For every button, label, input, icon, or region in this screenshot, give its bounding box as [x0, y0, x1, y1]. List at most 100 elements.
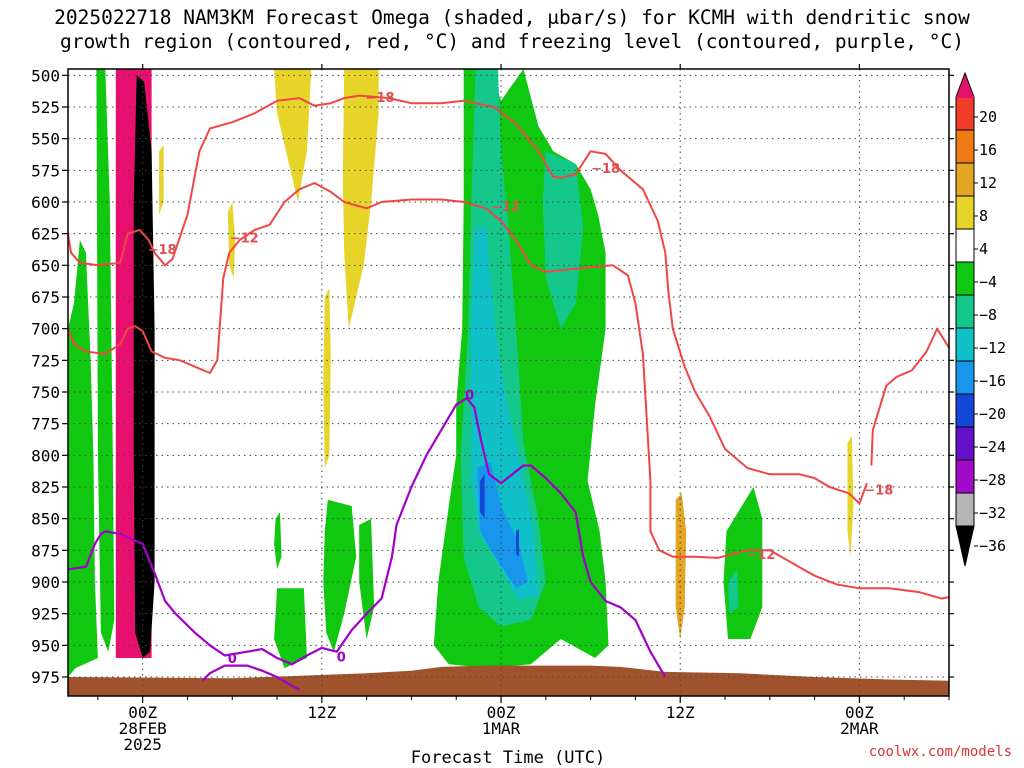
- omega-region-green-blob-4: [323, 499, 357, 652]
- y-tick-label: 800: [31, 446, 60, 465]
- y-tick-label: 875: [31, 541, 60, 560]
- colorbar-box: [955, 228, 975, 263]
- x-tick-label: 28FEB: [119, 719, 167, 738]
- y-tick-label: 750: [31, 383, 60, 402]
- gridlines: [68, 69, 949, 696]
- colorbar-box: [955, 261, 975, 296]
- terrain: [68, 665, 949, 696]
- omega-region-green-narrow-band: [96, 69, 115, 652]
- colorbar: 20 16 12 8 4 −4 −8 −12 −16 −20 −24 −28 −32 −36: [955, 71, 1006, 567]
- colorbar-box: [955, 129, 975, 164]
- y-tick-label: 550: [31, 130, 60, 149]
- credit-link[interactable]: coolwx.com/models: [868, 744, 1012, 760]
- y-tick-label: 525: [31, 98, 60, 117]
- colorbar-box: [955, 492, 975, 527]
- x-tick-label: 00Z: [845, 703, 874, 722]
- contour-labels: −18 −12 −18 −12 −18 −18 −12 0 0 0: [148, 91, 894, 667]
- colorbar-box: [955, 96, 975, 131]
- colorbar-label: −28: [979, 471, 1006, 489]
- contour-freezing-0-main: [68, 397, 667, 678]
- y-axis: 500 525 550 575 600 625 650 675 700 725 750 775 800 8…: [31, 66, 954, 687]
- y-tick-label: 625: [31, 225, 60, 244]
- colorbar-label: −20: [979, 405, 1006, 423]
- omega-region-dark-blue-core-2: [516, 528, 519, 557]
- omega-region-yellow-top-1: [274, 69, 312, 202]
- omega-region-blue-area: [477, 461, 528, 589]
- x-tick-label: 12Z: [307, 703, 336, 722]
- colorbar-box: [955, 459, 975, 494]
- x-axis-label: Forecast Time (UTC): [411, 748, 605, 768]
- chart-title-line2: growth region (contoured, red, °C) and f…: [60, 30, 964, 53]
- y-tick-label: 500: [31, 66, 60, 85]
- omega-region-green-blob-3: [274, 588, 307, 669]
- plot-frame: [67, 68, 950, 697]
- y-tick-label: 950: [31, 636, 60, 655]
- contours: [68, 94, 949, 691]
- x-tick-label: 00Z: [128, 703, 157, 722]
- colorbar-label: −24: [979, 438, 1006, 456]
- colorbar-join: [956, 96, 974, 98]
- colorbar-label: 4: [979, 240, 988, 258]
- contour-label: 0: [465, 389, 474, 404]
- contour-label: −12: [491, 200, 520, 215]
- colorbar-label: −12: [979, 339, 1006, 357]
- y-tick-label: 650: [31, 256, 60, 275]
- contour-label: −12: [746, 548, 775, 563]
- colorbar-label: −32: [979, 504, 1006, 522]
- y-tick-label: 675: [31, 288, 60, 307]
- x-tick-label: 12Z: [666, 703, 695, 722]
- terrain-surface: [68, 665, 949, 696]
- y-tick-label: 575: [31, 161, 60, 180]
- colorbar-label: 20: [979, 108, 997, 126]
- colorbar-label: −8: [979, 306, 997, 324]
- colorbar-label: 16: [979, 141, 997, 159]
- colorbar-box: [955, 393, 975, 428]
- contour-freezing-0-blob: [201, 664, 300, 691]
- omega-region-yellow-small-5: [159, 145, 164, 215]
- chart-title: 2025022718 NAM3KM Forecast Omega (shaded…: [0, 6, 1024, 54]
- y-tick-label: 825: [31, 478, 60, 497]
- colorbar-box: [955, 162, 975, 197]
- colorbar-label: −4: [979, 273, 997, 291]
- colorbar-label: 12: [979, 174, 997, 192]
- contour-dendritic-minus18: [68, 94, 868, 505]
- omega-region-yellow-small-3: [227, 202, 236, 278]
- colorbar-box: [955, 360, 975, 395]
- omega-shading: [68, 69, 854, 677]
- contour-label: −18: [864, 484, 893, 499]
- omega-region-yellow-small-4: [323, 288, 331, 468]
- x-tick-label: 2025: [123, 735, 162, 754]
- contour-dendritic-right-minus12: [870, 327, 949, 466]
- contour-label: −18: [591, 162, 620, 177]
- x-tick-label: 00Z: [487, 703, 516, 722]
- omega-region-orange-small-1: [675, 493, 687, 639]
- x-tick-label: 2MAR: [840, 719, 879, 738]
- omega-region-yellow-small-6: [847, 436, 854, 557]
- chart-title-line1: 2025022718 NAM3KM Forecast Omega (shaded…: [54, 6, 970, 29]
- colorbar-label: −16: [979, 372, 1006, 390]
- y-tick-label: 925: [31, 605, 60, 624]
- colorbar-box: [955, 294, 975, 329]
- y-tick-label: 700: [31, 320, 60, 339]
- y-tick-label: 600: [31, 193, 60, 212]
- contour-label: 0: [337, 651, 346, 666]
- colorbar-label: −36: [979, 537, 1006, 555]
- contour-label: −18: [148, 243, 177, 258]
- contour-label: −12: [230, 231, 259, 246]
- omega-region-yellow-top-2: [342, 69, 379, 329]
- x-tick-label: 1MAR: [482, 719, 521, 738]
- y-tick-label: 775: [31, 415, 60, 434]
- contour-dendritic-minus12: [68, 182, 949, 600]
- colorbar-box: [955, 195, 975, 230]
- omega-region-black-strong-sink: [133, 75, 155, 659]
- y-tick-label: 975: [31, 668, 60, 687]
- omega-region-green-left-band: [68, 240, 98, 677]
- contour-label: −18: [366, 91, 395, 106]
- omega-region-green-blob-1: [274, 512, 282, 570]
- omega-region-teal-blob-5: [728, 569, 739, 614]
- y-tick-label: 725: [31, 351, 60, 370]
- y-tick-label: 850: [31, 510, 60, 529]
- colorbar-box: [955, 327, 975, 362]
